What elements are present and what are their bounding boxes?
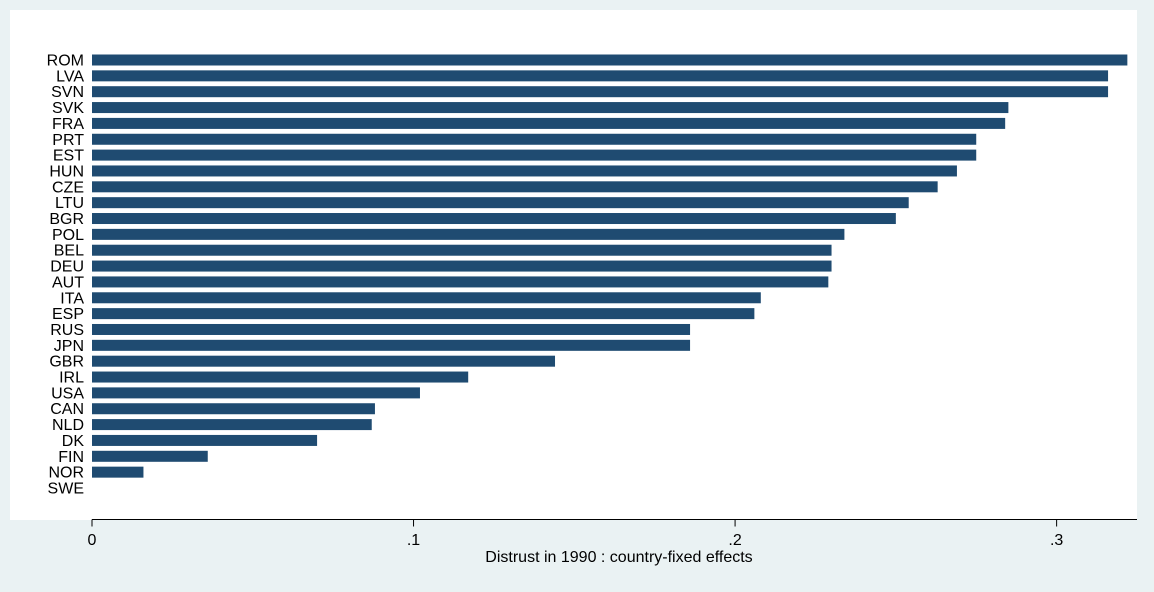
y-tick-label: ESP xyxy=(52,306,84,323)
y-tick-label: NOR xyxy=(48,465,84,482)
y-tick-label: LTU xyxy=(55,195,84,212)
y-tick-label: HUN xyxy=(49,163,84,180)
bar-hun xyxy=(92,165,957,177)
y-tick-label: CZE xyxy=(52,179,84,196)
bar-lva xyxy=(92,70,1109,82)
y-tick-label: GBR xyxy=(49,354,84,371)
bar-dk xyxy=(92,434,318,446)
bar-est xyxy=(92,149,977,161)
y-tick-label: NLD xyxy=(52,417,84,434)
y-tick-labels: ROMLVASVNSVKFRAPRTESTHUNCZELTUBGRPOLBELD… xyxy=(47,53,85,498)
bar-cze xyxy=(92,181,938,193)
y-tick-label: PRT xyxy=(52,132,84,149)
y-tick-label: CAN xyxy=(50,401,84,418)
y-tick-label: DEU xyxy=(50,259,84,276)
y-tick-label: SVK xyxy=(52,100,84,117)
x-tick-label: .3 xyxy=(1050,532,1063,549)
bar-can xyxy=(92,403,375,415)
y-tick-label: DK xyxy=(62,433,85,450)
bar-pol xyxy=(92,228,845,240)
y-tick-label: ITA xyxy=(60,290,84,307)
bar-ltu xyxy=(92,197,909,209)
bar-svk xyxy=(92,102,1009,114)
y-tick-label: EST xyxy=(53,148,84,165)
bar-jpn xyxy=(92,339,691,351)
x-axis-title: Distrust in 1990 : country-fixed effects xyxy=(485,549,752,566)
y-tick-label: ROM xyxy=(47,53,84,70)
y-tick-label: POL xyxy=(52,227,84,244)
y-tick-label: SVN xyxy=(51,84,84,101)
bar-deu xyxy=(92,260,832,272)
y-tick-label: RUS xyxy=(50,322,84,339)
bar-irl xyxy=(92,371,469,383)
bars xyxy=(92,54,1128,478)
y-tick-label: BGR xyxy=(49,211,84,228)
y-tick-label: JPN xyxy=(54,338,84,355)
y-tick-label: LVA xyxy=(56,68,84,85)
bar-prt xyxy=(92,133,977,145)
bar-rom xyxy=(92,54,1128,66)
bar-aut xyxy=(92,276,829,288)
x-ticks: 0 .1 .2 .3 xyxy=(88,519,1063,549)
y-tick-label: FIN xyxy=(58,449,84,466)
bar-bel xyxy=(92,244,832,256)
x-tick-label: .2 xyxy=(728,532,741,549)
bar-gbr xyxy=(92,355,556,367)
bar-rus xyxy=(92,323,691,335)
bar-esp xyxy=(92,308,755,320)
bar-fin xyxy=(92,450,208,462)
bar-svn xyxy=(92,86,1109,98)
bar-ita xyxy=(92,292,761,304)
y-tick-label: SWE xyxy=(48,481,84,498)
bar-bgr xyxy=(92,213,896,225)
x-tick-label: .1 xyxy=(407,532,420,549)
y-tick-label: AUT xyxy=(52,274,84,291)
bar-usa xyxy=(92,387,420,399)
y-tick-label: IRL xyxy=(59,370,84,387)
bar-fra xyxy=(92,117,1006,129)
bar-nor xyxy=(92,466,144,478)
y-tick-label: FRA xyxy=(52,116,84,133)
x-tick-label: 0 xyxy=(88,532,97,549)
bar-nld xyxy=(92,419,372,431)
y-tick-label: BEL xyxy=(54,243,84,260)
y-tick-label: USA xyxy=(51,385,84,402)
